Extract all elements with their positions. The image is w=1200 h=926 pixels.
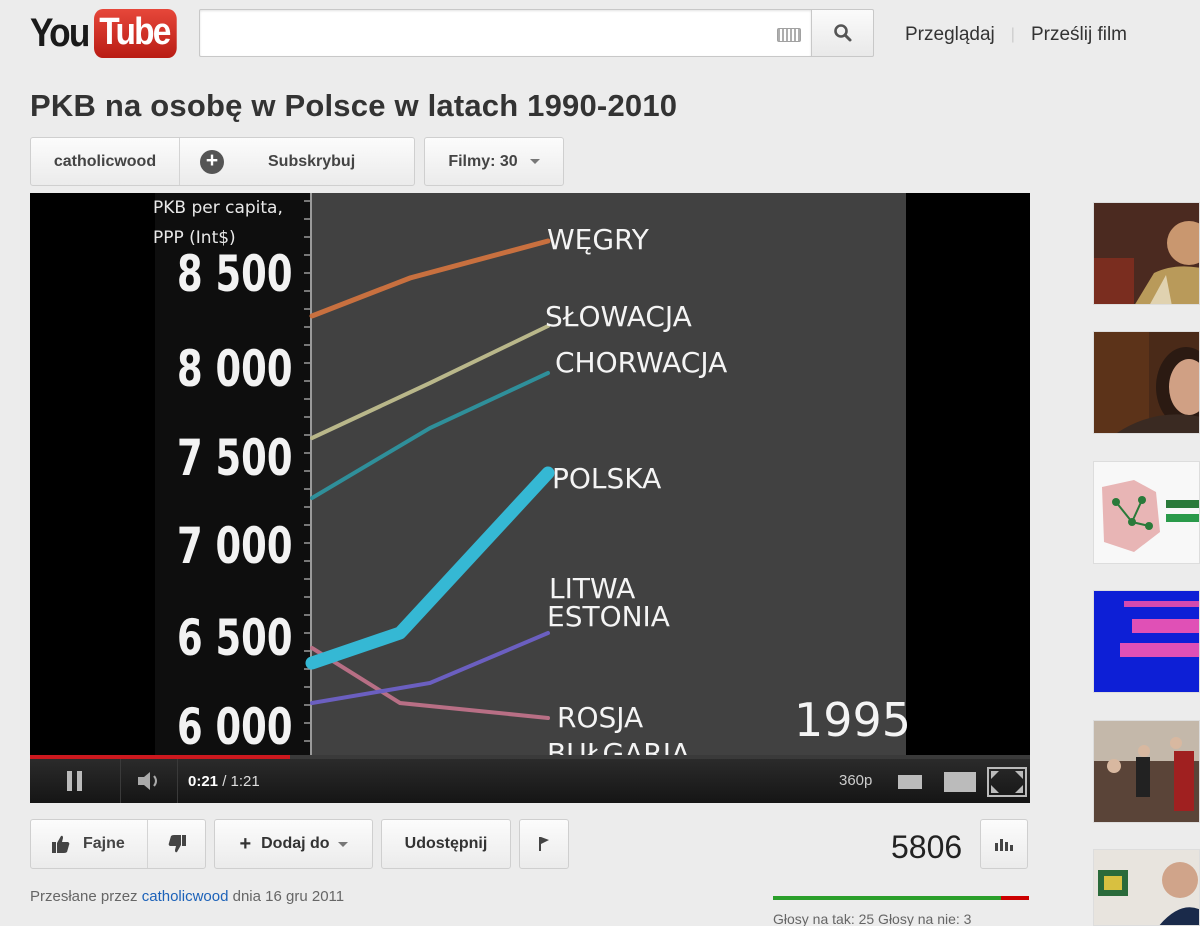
axis-title-line-1: PKB per capita, (153, 198, 283, 218)
fullscreen-button[interactable] (986, 765, 1028, 799)
label-poland: POLSKA (552, 462, 661, 495)
keyboard-icon[interactable] (777, 28, 801, 42)
related-video-thumbnail-5[interactable] (1093, 720, 1200, 823)
related-video-thumbnail-1[interactable] (1093, 202, 1200, 305)
view-count: 5806 (891, 829, 962, 866)
like-dislike-group: Fajne (30, 819, 206, 869)
large-player-icon (944, 772, 976, 792)
year-label: 1995 (794, 693, 911, 747)
tick-label-6500: 6 500 (177, 609, 292, 667)
video-frame[interactable]: PKB per capita, PPP (Int$) 8 500 8 000 7… (30, 193, 1030, 758)
fullscreen-icon (987, 767, 1027, 797)
add-to-label: Dodaj do (261, 835, 329, 853)
player-controls: 0:21 / 1:21 360p (30, 759, 1030, 803)
upload-date: dnia 16 gru 2011 (233, 888, 344, 905)
films-label: Filmy: 30 (448, 153, 517, 171)
volume-icon (136, 770, 162, 792)
label-estonia: ESTONIA (547, 600, 670, 633)
label-hungary: WĘGRY (547, 223, 650, 256)
time-separator: / (218, 773, 231, 790)
likes-ratio-fill (773, 896, 1001, 900)
search-icon (833, 23, 853, 43)
channel-row: catholicwood + Subskrybuj Filmy: 30 (30, 137, 564, 186)
search-button[interactable] (811, 9, 874, 57)
subscribe-button[interactable]: + Subskrybuj (180, 138, 414, 185)
channel-subscribe-group: catholicwood + Subskrybuj (30, 137, 415, 186)
upload-info: Przesłane przez catholicwood dnia 16 gru… (30, 888, 344, 905)
like-label: Fajne (83, 835, 125, 853)
thumbs-down-icon (167, 834, 187, 854)
masthead: You Tube Przeglądaj | Prześlij film (0, 0, 1200, 70)
label-croatia: CHORWACJA (555, 346, 727, 379)
pause-icon (66, 770, 84, 792)
video-player[interactable]: PKB per capita, PPP (Int$) 8 500 8 000 7… (30, 193, 1030, 803)
thumbs-up-icon (51, 834, 71, 854)
control-divider (177, 759, 178, 803)
tick-label-7000: 7 000 (177, 517, 292, 575)
pause-button[interactable] (30, 759, 120, 803)
votes-summary: Głosy na tak: 25 Głosy na nie: 3 (773, 911, 971, 926)
related-video-thumbnail-3[interactable] (1093, 461, 1200, 564)
dislike-button[interactable] (148, 820, 205, 868)
tick-label-6000: 6 000 (177, 698, 292, 756)
plus-circle-icon: + (200, 150, 224, 174)
plus-icon: + (239, 833, 251, 856)
label-slovakia: SŁOWACJA (545, 300, 692, 333)
uploaded-by-prefix: Przesłane przez (30, 888, 138, 905)
flag-icon (538, 836, 550, 852)
likes-ratio-bar (773, 896, 1029, 900)
tick-label-7500: 7 500 (177, 429, 292, 487)
search-input[interactable] (199, 9, 812, 57)
logo-you: You (30, 11, 85, 56)
description-preview (30, 918, 530, 926)
share-label: Udostępnij (405, 835, 488, 853)
flag-button[interactable] (519, 819, 569, 869)
share-button[interactable]: Udostępnij (381, 819, 511, 869)
films-dropdown-button[interactable]: Filmy: 30 (424, 137, 564, 186)
current-time: 0:21 (188, 773, 218, 790)
quality-button[interactable]: 360p (839, 772, 872, 789)
related-video-thumbnail-2[interactable] (1093, 331, 1200, 434)
small-player-icon (898, 775, 922, 789)
chevron-down-icon (530, 159, 540, 164)
link-separator: | (1011, 26, 1015, 44)
tick-label-8000: 8 000 (177, 340, 292, 398)
add-to-button[interactable]: + Dodaj do (214, 819, 373, 869)
duration: 1:21 (231, 773, 260, 790)
subscribe-label: Subskrybuj (268, 153, 355, 171)
chevron-down-icon (338, 842, 348, 847)
time-display: 0:21 / 1:21 (188, 773, 260, 790)
stats-button[interactable] (980, 819, 1028, 869)
upload-link[interactable]: Prześlij film (1031, 24, 1127, 46)
related-video-thumbnail-6[interactable] (1093, 849, 1200, 926)
bar-chart-icon (994, 837, 1014, 851)
like-button[interactable]: Fajne (31, 820, 148, 868)
browse-link[interactable]: Przeglądaj (905, 24, 995, 46)
volume-button[interactable] (121, 759, 177, 803)
youtube-logo[interactable]: You Tube (30, 6, 188, 60)
top-links: Przeglądaj | Prześlij film (905, 24, 1127, 46)
label-russia: ROSJA (557, 701, 643, 734)
uploader-link[interactable]: catholicwood (142, 888, 229, 905)
tick-label-8500: 8 500 (177, 245, 292, 303)
channel-name-button[interactable]: catholicwood (31, 138, 180, 185)
small-player-button[interactable] (890, 767, 930, 797)
video-title: PKB na osobę w Polsce w latach 1990-2010 (30, 88, 677, 124)
related-video-thumbnail-4[interactable] (1093, 590, 1200, 693)
logo-tube: Tube (94, 9, 177, 58)
large-player-button[interactable] (938, 767, 982, 797)
